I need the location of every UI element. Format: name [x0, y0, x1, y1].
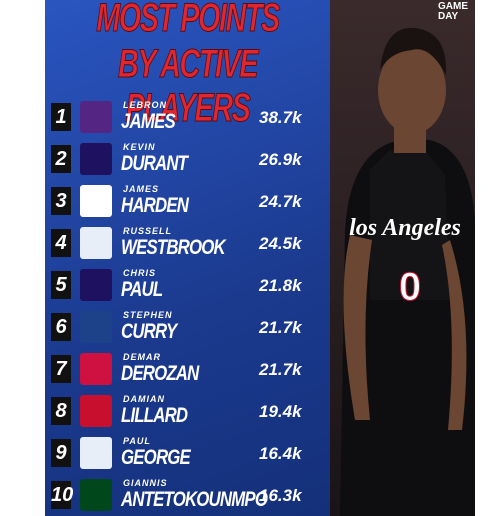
- rank: 10: [51, 481, 73, 509]
- first-name: DAMIAN: [123, 394, 165, 404]
- player-row: 4 RUSSELL WESTBROOK 24.5k: [51, 224, 326, 262]
- list-panel: MOST POINTS BY ACTIVE PLAYERS 1 LEBRON JAM…: [45, 0, 330, 516]
- points: 19.4k: [259, 402, 302, 421]
- team-logo: [80, 437, 112, 469]
- first-name: DEMAR: [123, 352, 161, 362]
- rank: 2: [51, 145, 71, 173]
- player-row: 9 PAUL GEORGE 16.4k: [51, 434, 326, 472]
- last-name: PAUL: [121, 278, 163, 301]
- first-name: STEPHEN: [123, 310, 173, 320]
- last-name: LILLARD: [121, 404, 188, 427]
- player-row: 1 LEBRON JAMES 38.7k: [51, 98, 326, 136]
- rank: 7: [51, 355, 71, 383]
- points: 26.9k: [259, 150, 302, 169]
- first-name: RUSSELL: [123, 226, 173, 236]
- title: BY ACTIVE PLAYERS: [117, 42, 259, 131]
- last-name: DEROZAN: [121, 362, 199, 385]
- rank: 9: [51, 439, 71, 467]
- rank: 1: [51, 103, 71, 131]
- team-logo: [80, 269, 112, 301]
- points: 24.7k: [259, 192, 302, 211]
- rank: 8: [51, 397, 71, 425]
- last-name: CURRY: [121, 320, 177, 343]
- jersey-script: los Angeles: [349, 215, 461, 241]
- first-name: LEBRON: [123, 100, 167, 110]
- team-logo: [80, 311, 112, 343]
- player-row: 5 CHRIS PAUL 21.8k: [51, 266, 326, 304]
- player-photo: los Angeles 0: [330, 0, 475, 516]
- points: 16.3k: [259, 486, 302, 505]
- team-logo: [80, 143, 112, 175]
- player-row: 8 DAMIAN LILLARD 19.4k: [51, 392, 326, 430]
- infographic: MOST POINTS BY ACTIVE PLAYERS 1 LEBRON JAM…: [45, 0, 475, 516]
- points: 16.4k: [259, 444, 302, 463]
- first-name: KEVIN: [123, 142, 156, 152]
- team-logo: [80, 101, 112, 133]
- last-name: JAMES: [121, 110, 176, 133]
- team-logo: [80, 353, 112, 385]
- first-name: GIANNIS: [123, 478, 168, 488]
- last-name: WESTBROOK: [121, 236, 226, 259]
- points: 21.7k: [259, 360, 302, 379]
- points: 21.7k: [259, 318, 302, 337]
- last-name: HARDEN: [121, 194, 189, 217]
- first-name: JAMES: [123, 184, 160, 194]
- points: 21.8k: [259, 276, 302, 295]
- team-logo: [80, 395, 112, 427]
- brand-logo: GAME DAY: [438, 1, 468, 22]
- player-row: 3 JAMES HARDEN 24.7k: [51, 182, 326, 220]
- team-logo: [80, 185, 112, 217]
- first-name: PAUL: [123, 436, 151, 446]
- last-name: GEORGE: [121, 446, 191, 469]
- player-row: 10 GIANNIS ANTETOKOUNMPO 16.3k: [51, 476, 326, 514]
- rank: 5: [51, 271, 71, 299]
- last-name: DURANT: [121, 152, 188, 175]
- rank: 3: [51, 187, 71, 215]
- points: 38.7k: [259, 108, 302, 127]
- jersey-number: 0: [399, 265, 421, 309]
- rank: 4: [51, 229, 71, 257]
- player-row: 6 STEPHEN CURRY 21.7k: [51, 308, 326, 346]
- player-row: 2 KEVIN DURANT 26.9k: [51, 140, 326, 178]
- team-logo: [80, 479, 112, 511]
- rank: 6: [51, 313, 71, 341]
- title: MOST POINTS: [96, 0, 281, 41]
- last-name: ANTETOKOUNMPO: [121, 488, 268, 511]
- points: 24.5k: [259, 234, 302, 253]
- team-logo: [80, 227, 112, 259]
- first-name: CHRIS: [123, 268, 157, 278]
- player-row: 7 DEMAR DEROZAN 21.7k: [51, 350, 326, 388]
